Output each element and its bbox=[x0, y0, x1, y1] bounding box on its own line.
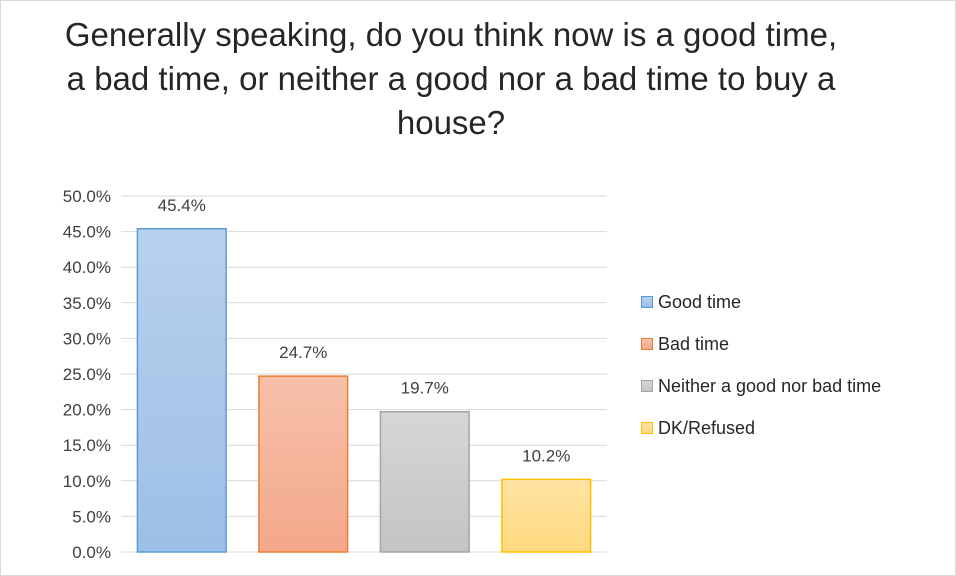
legend-swatch bbox=[641, 422, 653, 434]
legend-item: Good time bbox=[641, 291, 881, 313]
chart-title: Generally speaking, do you think now is … bbox=[64, 16, 838, 141]
y-tick-label: 30.0% bbox=[63, 329, 111, 348]
y-tick-label: 0.0% bbox=[72, 543, 111, 562]
bar-dk-refused bbox=[501, 478, 592, 553]
bar-neither-a-good-nor-bad-time bbox=[379, 410, 470, 553]
data-labels: 45.4% 24.7% 19.7% 10.2% bbox=[158, 196, 571, 466]
data-label: 10.2% bbox=[522, 446, 570, 465]
legend-swatch bbox=[641, 338, 653, 350]
bars bbox=[136, 228, 592, 553]
y-axis-ticks: 0.0% 5.0% 10.0% 15.0% 20.0% 25.0% 30.0% 35.0% 40… bbox=[63, 187, 111, 562]
legend-label: Bad time bbox=[658, 333, 730, 354]
legend-swatch bbox=[641, 296, 653, 308]
bar-good-time bbox=[136, 228, 227, 553]
legend: Good time Bad time Neither a good nor bad … bbox=[641, 291, 881, 459]
y-tick-label: 40.0% bbox=[63, 258, 111, 277]
y-tick-label: 20.0% bbox=[63, 401, 111, 420]
legend-label: DK/Refused bbox=[658, 417, 756, 438]
legend-swatch bbox=[641, 380, 653, 392]
y-tick-label: 35.0% bbox=[63, 294, 111, 313]
y-tick-label: 25.0% bbox=[63, 365, 111, 384]
legend-label: Good time bbox=[658, 291, 742, 312]
y-tick-label: 45.0% bbox=[63, 223, 111, 242]
y-tick-label: 5.0% bbox=[72, 507, 111, 526]
data-label: 24.7% bbox=[279, 343, 327, 362]
legend-item: DK/Refused bbox=[641, 417, 881, 439]
bar-bad-time bbox=[258, 375, 349, 553]
data-label: 45.4% bbox=[158, 196, 206, 215]
y-tick-label: 50.0% bbox=[63, 187, 111, 206]
data-label: 19.7% bbox=[401, 379, 449, 398]
y-tick-label: 15.0% bbox=[63, 436, 111, 455]
legend-item: Neither a good nor bad time bbox=[641, 375, 881, 397]
y-tick-label: 10.0% bbox=[63, 472, 111, 491]
legend-item: Bad time bbox=[641, 333, 881, 355]
legend-label: Neither a good nor bad time bbox=[658, 375, 882, 396]
